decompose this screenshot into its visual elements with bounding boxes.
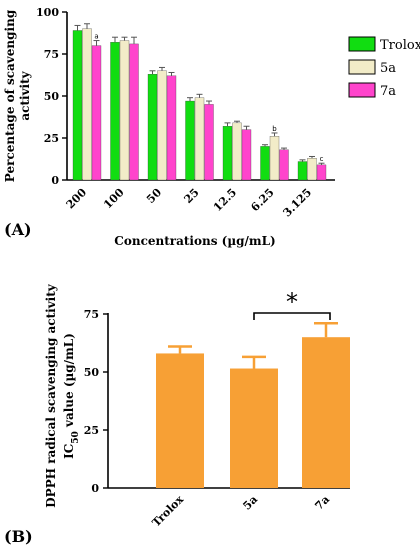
panel-b-significance-bracket: * <box>253 288 331 320</box>
panel-b-y-tick-label: 25 <box>84 424 99 437</box>
panel-b-y-tick-label: 50 <box>84 366 100 379</box>
panel-a-x-tick-label: 3.125 <box>281 186 315 220</box>
panel-b-bracket-line <box>253 312 331 320</box>
panel-a-bar-trolox-100 <box>110 42 120 181</box>
panel-a-y-tick-label: 50 <box>44 90 60 103</box>
panel-a-bar-trolox-25 <box>185 100 195 181</box>
panel-a-bar-5a-100 <box>119 40 130 181</box>
panel-a-y-axis-title-line2: activity <box>18 70 32 120</box>
panel-a-y-tick-label: 0 <box>51 174 59 187</box>
legend-swatch-trolox <box>348 36 376 52</box>
panel-a-x-axis-title: Concentrations (µg/mL) <box>114 234 275 248</box>
panel-a-y-ticks: 0 25 50 75 100 <box>36 6 67 187</box>
panel-b-ylabel-ic: IC <box>62 444 76 459</box>
legend-swatch-5a <box>348 59 376 75</box>
panel-a-bars: a b c <box>72 23 327 181</box>
panel-a-bar-7a-50 <box>166 75 177 181</box>
panel-b-bar-7a <box>302 337 350 488</box>
panel-b-x-tick-label: 5a <box>240 493 260 513</box>
panel-a-x-tick-label: 100 <box>101 186 127 212</box>
panel-b-x-tick-labels: Trolox 5a 7a <box>150 493 332 530</box>
panel-a-x-tick-label: 6.25 <box>248 186 276 214</box>
panel-a-y-tick-label: 25 <box>44 132 59 145</box>
panel-b-y-ticks: 0 25 50 75 <box>84 308 108 495</box>
panel-a-bar-5a-6.25 <box>269 136 280 181</box>
panel-a-bar-5a-12.5 <box>232 122 242 181</box>
panel-a-x-tick-label: 200 <box>64 186 90 212</box>
panel-a-y-axis-title-line1: Percentage of scavenging <box>3 9 17 182</box>
panel-a-y-tick-label: 75 <box>44 48 59 61</box>
panel-a-bar-7a-12.5 <box>241 129 252 181</box>
panel-a-x-tick-label: 25 <box>182 186 202 206</box>
panel-a-annotation: a <box>94 33 98 41</box>
panel-a-bar-7a-3.125 <box>316 164 327 181</box>
panel-b-ylabel-subscript: 50 <box>71 431 81 444</box>
panel-a-x-tick-labels: 200 100 50 25 12.5 6.25 3.125 <box>64 186 314 220</box>
panel-b-label: (B) <box>4 527 33 546</box>
panel-b-y-axis-title-line1: DPPH radical scavenging activity <box>44 283 58 508</box>
panel-a-bar-5a-200 <box>82 28 92 181</box>
panel-a-bar-7a-25 <box>204 104 214 181</box>
legend-label-trolox: Trolox <box>380 38 420 53</box>
panel-a-x-tick-label: 50 <box>144 186 164 206</box>
panel-a-bar-5a-3.125 <box>307 158 317 181</box>
panel-b-bar-5a <box>230 368 278 488</box>
panel-b-y-tick-label: 75 <box>84 308 99 321</box>
panel-a-bar-5a-50 <box>157 70 167 181</box>
panel-a-x-tick-label: 12.5 <box>211 186 239 214</box>
panel-a-bar-trolox-3.125 <box>297 161 308 181</box>
legend-swatch-7a <box>348 82 376 98</box>
panel-b-bar-trolox <box>156 353 204 488</box>
panel-b-bars <box>156 322 350 488</box>
panel-a-bar-trolox-200 <box>72 30 83 181</box>
panel-a-label: (A) <box>4 220 32 239</box>
panel-a-bar-trolox-50 <box>147 74 158 181</box>
panel-a-bar-trolox-12.5 <box>222 126 233 181</box>
legend-label-7a: 7a <box>380 84 396 99</box>
panel-a-bar-5a-25 <box>194 97 205 181</box>
legend-label-5a: 5a <box>380 61 396 76</box>
panel-a-bar-7a-6.25 <box>279 149 289 181</box>
panel-b-y-tick-label: 0 <box>91 482 99 495</box>
panel-b-y-axis-title-line2: IC50 value (µg/mL) <box>62 333 81 459</box>
panel-a-bar-7a-200 <box>91 45 102 181</box>
panel-a-bar-7a-100 <box>129 43 139 181</box>
panel-b-x-tick-label: Trolox <box>150 493 187 530</box>
panel-b-ylabel-suffix: value (µg/mL) <box>62 333 76 431</box>
panel-a-chart: 0 25 50 75 100 a b c 200 100 50 25 12.5 6.25 3.125 P… <box>3 6 420 248</box>
panel-a-y-tick-label: 100 <box>36 6 59 19</box>
panel-a-bar-trolox-6.25 <box>260 146 270 181</box>
panel-b-significance-marker: * <box>286 288 298 316</box>
panel-b-x-tick-label: 7a <box>312 493 332 513</box>
panel-a-annotation: c <box>320 155 324 163</box>
panel-a-annotation: b <box>272 125 277 133</box>
panel-a-legend: Trolox 5a 7a <box>348 36 420 99</box>
